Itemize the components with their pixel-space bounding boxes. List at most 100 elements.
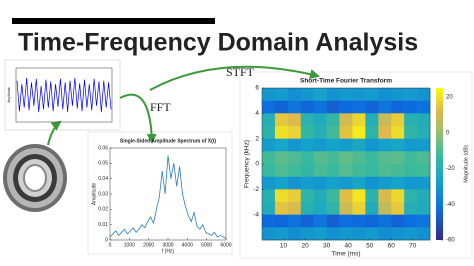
heat-cell <box>326 126 340 139</box>
heat-cell <box>378 138 392 152</box>
heat-cell <box>274 113 289 127</box>
heat-cell <box>378 164 392 177</box>
heat-cell <box>339 176 353 190</box>
heat-cell <box>365 227 379 241</box>
heat-cell <box>326 164 340 177</box>
heat-cell <box>378 113 392 127</box>
heat-cell <box>417 151 431 165</box>
heat-cell <box>339 88 353 101</box>
heat-cell <box>404 176 418 190</box>
heat-cell <box>274 176 289 190</box>
heat-cell <box>274 227 289 241</box>
heat-cell <box>391 202 405 215</box>
heat-cell <box>313 88 327 101</box>
y-tick-label: 4 <box>255 110 259 117</box>
heat-cell <box>378 214 392 228</box>
heat-cell <box>313 202 327 215</box>
heat-cell <box>391 126 405 139</box>
heat-cell <box>287 151 302 165</box>
heat-cell <box>378 227 392 241</box>
heat-cell <box>326 151 340 165</box>
x-tick-label: 1000 <box>124 242 135 248</box>
heat-cell <box>313 189 327 203</box>
heat-cell <box>391 176 405 190</box>
colorbar-tick-label: -40 <box>446 202 455 208</box>
heat-cell <box>417 214 431 228</box>
title: Time-Frequency Domain Analysis <box>18 29 418 57</box>
heat-cell <box>352 202 366 215</box>
heat-cell <box>326 88 340 101</box>
heat-cell <box>274 164 289 177</box>
signal-panel <box>4 59 121 131</box>
x-tick-label: 20 <box>301 243 309 250</box>
heat-cell <box>404 113 418 127</box>
heat-cell <box>300 189 314 203</box>
heat-cell <box>417 202 431 215</box>
heat-cell <box>262 227 276 241</box>
heat-cell <box>313 176 327 190</box>
heat-cell <box>352 113 366 127</box>
y-tick-label: 0.03 <box>98 191 108 197</box>
heat-cell <box>300 176 314 190</box>
heat-cell <box>378 151 392 165</box>
heat-cell <box>339 113 353 127</box>
heat-cell <box>365 151 379 165</box>
y-tick-label: 0.02 <box>98 207 108 213</box>
heat-cell <box>417 164 431 177</box>
x-tick-label: 50 <box>366 243 374 250</box>
heat-cell <box>365 176 379 190</box>
x-tick-label: 70 <box>409 243 417 250</box>
heat-cell <box>313 126 327 139</box>
heat-cell <box>404 126 418 139</box>
heat-cell <box>417 176 431 190</box>
colorbar-tick-label: 20 <box>446 95 453 101</box>
x-tick-label: 6000 <box>220 242 231 248</box>
heat-cell <box>404 202 418 215</box>
y-tick-label: 0.01 <box>98 222 108 228</box>
heat-cell <box>300 227 314 241</box>
heat-cell <box>287 113 302 127</box>
heat-cell <box>365 138 379 152</box>
heat-cell <box>391 164 405 177</box>
y-axis-label: Frequency (kHz) <box>244 140 251 188</box>
heat-cell <box>287 100 302 114</box>
heat-cell <box>365 164 379 177</box>
heat-cell <box>378 100 392 114</box>
heat-cell <box>404 88 418 101</box>
heat-cell <box>313 214 327 228</box>
y-tick-label: 0 <box>255 161 259 168</box>
heat-cell <box>391 151 405 165</box>
heat-cell <box>378 189 392 203</box>
x-tick-label: 2000 <box>143 242 154 248</box>
heat-cell <box>339 138 353 152</box>
heat-cell <box>300 164 314 177</box>
heat-cell <box>339 164 353 177</box>
top-bar <box>12 18 215 24</box>
y-tick-label: -2 <box>253 186 259 193</box>
heat-cell <box>339 227 353 241</box>
heat-cell <box>262 100 276 114</box>
heat-cell <box>313 164 327 177</box>
y-axis-label: Amplitude <box>7 87 11 103</box>
arrow <box>149 65 320 91</box>
x-axis-label: f (Hz) <box>162 248 175 254</box>
x-axis-label: Time (ms) <box>331 251 360 258</box>
heat-cell <box>274 88 289 101</box>
heat-cell <box>262 113 276 127</box>
heat-cell <box>417 113 431 127</box>
heat-cell <box>300 214 314 228</box>
heat-cell <box>391 100 405 114</box>
heat-cell <box>404 138 418 152</box>
y-tick-label: 6 <box>255 85 259 92</box>
arrow <box>47 120 62 146</box>
x-tick-label: 3000 <box>162 242 173 248</box>
heat-cell <box>274 202 289 215</box>
heat-cell <box>262 189 276 203</box>
heat-cell <box>404 100 418 114</box>
heat-cell <box>404 164 418 177</box>
heat-cell <box>287 126 302 139</box>
heat-cell <box>287 138 302 152</box>
heat-cell <box>378 176 392 190</box>
heat-cell <box>365 202 379 215</box>
chart-title: Single-Sided Amplitude Spectrum of X(t) <box>120 138 217 144</box>
